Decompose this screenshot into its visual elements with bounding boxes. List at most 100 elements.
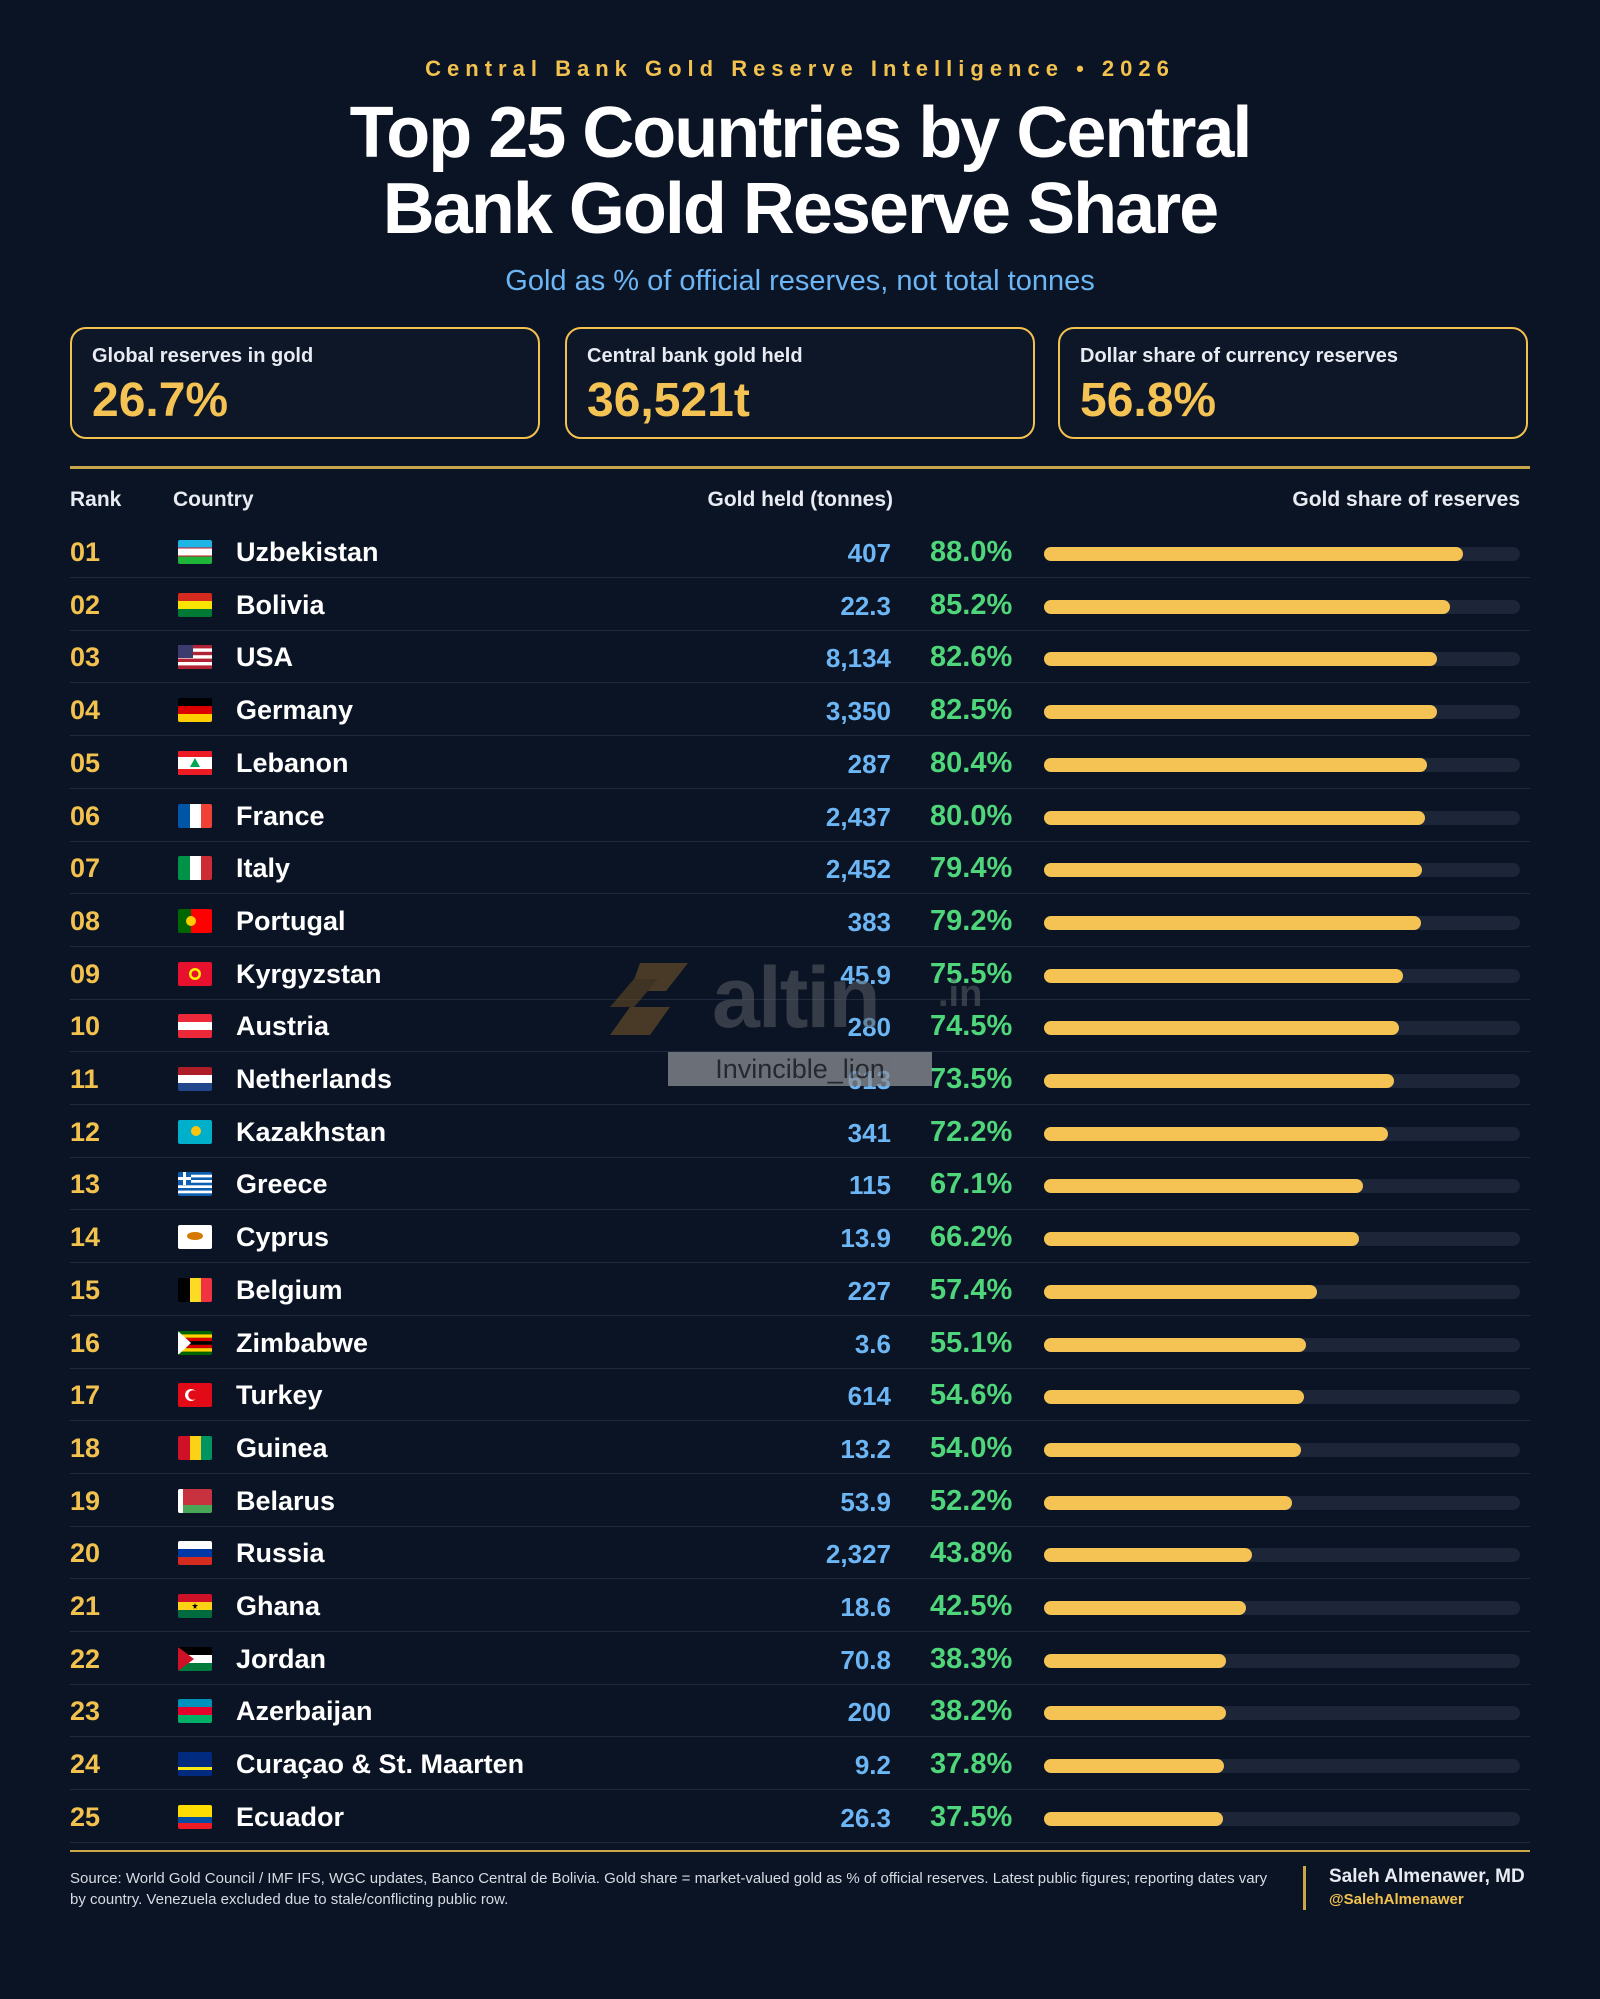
share-bar bbox=[1044, 1126, 1388, 1141]
column-header-rank: Rank bbox=[70, 488, 122, 511]
footer-vertical-divider bbox=[1303, 1866, 1306, 1910]
share-bar bbox=[1044, 1706, 1226, 1721]
watermark-caption-box: Invincible_lion bbox=[668, 1052, 932, 1086]
gold-share-label: 54.0% bbox=[930, 1431, 1013, 1464]
table-row: 10 Austria 280 74.5% bbox=[70, 1000, 1530, 1053]
share-bar bbox=[1044, 1074, 1394, 1088]
kpi-value: 26.7% bbox=[92, 374, 229, 427]
subtitle: Gold as % of official reserves, not tota… bbox=[505, 265, 1095, 297]
table-row: 15 Belgium 227 57.4% bbox=[70, 1264, 1530, 1316]
rank-label: 04 bbox=[70, 695, 101, 726]
rank-label: 22 bbox=[70, 1643, 101, 1674]
greece-flag-icon bbox=[178, 1172, 212, 1197]
rank-label: 12 bbox=[70, 1116, 101, 1147]
guinea-flag-icon bbox=[178, 1435, 212, 1460]
ghana-flag-icon bbox=[178, 1594, 212, 1618]
header-divider bbox=[70, 466, 1530, 469]
country-label: Portugal bbox=[236, 905, 346, 936]
share-bar bbox=[1044, 547, 1463, 561]
table-row: 12 Kazakhstan 341 72.2% bbox=[70, 1106, 1530, 1158]
kicker: Central Bank Gold Reserve Intelligence •… bbox=[425, 56, 1175, 81]
share-bar bbox=[1044, 1284, 1318, 1299]
usa-flag-icon bbox=[178, 645, 212, 670]
gold-tonnes-label: 407 bbox=[847, 538, 891, 568]
country-label: Bolivia bbox=[236, 589, 325, 620]
gold-tonnes-label: 3.6 bbox=[854, 1328, 891, 1359]
country-label: Russia bbox=[236, 1538, 325, 1569]
rank-label: 14 bbox=[70, 1222, 101, 1253]
rank-label: 09 bbox=[70, 958, 101, 989]
table-row: 05 Lebanon 287 80.4% bbox=[70, 737, 1530, 789]
table-row: 13 Greece 115 67.1% bbox=[70, 1158, 1530, 1211]
country-label: Italy bbox=[236, 853, 291, 884]
table-row: 23 Azerbaijan 200 38.2% bbox=[70, 1685, 1530, 1738]
gold-share-label: 67.1% bbox=[930, 1168, 1013, 1201]
gold-tonnes-label: 341 bbox=[847, 1117, 891, 1148]
rank-label: 19 bbox=[70, 1485, 101, 1516]
watermark-brand: altin bbox=[712, 950, 881, 1046]
table-row: 25 Ecuador 26.3 37.5% bbox=[70, 1791, 1530, 1843]
rank-label: 24 bbox=[70, 1749, 101, 1780]
table-row: 20 Russia 2,327 43.8% bbox=[70, 1527, 1530, 1580]
belgium-flag-icon bbox=[178, 1277, 212, 1302]
share-bar bbox=[1044, 1495, 1293, 1510]
azerbaijan-flag-icon bbox=[178, 1699, 212, 1724]
belarus-flag-icon bbox=[178, 1488, 212, 1513]
rank-label: 21 bbox=[70, 1591, 101, 1621]
column-header-country: Country bbox=[173, 488, 254, 511]
share-bar bbox=[1044, 1442, 1302, 1457]
country-label: Uzbekistan bbox=[236, 537, 379, 567]
kpi-label: Dollar share of currency reserves bbox=[1080, 345, 1398, 367]
author-handle: @SalehAlmenawer bbox=[1329, 1891, 1464, 1908]
rank-label: 16 bbox=[70, 1327, 101, 1358]
gold-tonnes-label: 614 bbox=[847, 1381, 891, 1412]
title-line-1: Top 25 Countries by Central bbox=[349, 93, 1253, 173]
kpi-label: Global reserves in gold bbox=[92, 345, 314, 367]
gold-share-label: 80.4% bbox=[930, 746, 1013, 779]
cyprus-flag-icon bbox=[178, 1225, 212, 1250]
table-row: 04 Germany 3,350 82.5% bbox=[70, 684, 1530, 737]
share-bar bbox=[1044, 1759, 1224, 1774]
russia-flag-icon bbox=[178, 1541, 212, 1566]
share-bar bbox=[1044, 1337, 1307, 1352]
gold-share-label: 73.5% bbox=[930, 1063, 1013, 1095]
rank-label: 17 bbox=[70, 1380, 101, 1411]
country-label: Azerbaijan bbox=[236, 1696, 373, 1727]
gold-tonnes-label: 70.8 bbox=[840, 1644, 891, 1675]
gold-share-label: 57.4% bbox=[930, 1273, 1013, 1306]
gold-tonnes-label: 280 bbox=[847, 1012, 891, 1043]
table-row: 06 France 2,437 80.0% bbox=[70, 790, 1530, 842]
gold-tonnes-label: 8,134 bbox=[825, 643, 891, 674]
ecuador-flag-icon bbox=[178, 1804, 212, 1829]
gold-share-label: 55.1% bbox=[930, 1326, 1013, 1359]
country-label: Kyrgyzstan bbox=[236, 958, 382, 989]
kazakhstan-flag-icon bbox=[178, 1119, 212, 1144]
zimbabwe-flag-icon bbox=[178, 1330, 212, 1355]
table-row: 22 Jordan 70.8 38.3% bbox=[70, 1633, 1530, 1685]
curacao-flag-icon bbox=[178, 1752, 212, 1777]
rank-label: 03 bbox=[70, 642, 101, 673]
gold-share-label: 52.2% bbox=[930, 1484, 1013, 1517]
share-bar bbox=[1044, 705, 1437, 720]
share-bar bbox=[1044, 757, 1427, 772]
rank-label: 06 bbox=[70, 800, 101, 831]
table-row: 03 USA 8,134 82.6% bbox=[70, 631, 1530, 684]
country-label: Cyprus bbox=[236, 1222, 330, 1253]
country-label: Austria bbox=[236, 1011, 330, 1042]
column-header-gold-held: Gold held (tonnes) bbox=[707, 488, 893, 511]
gold-tonnes-label: 13.2 bbox=[840, 1433, 891, 1464]
watermark-logo-icon bbox=[610, 963, 688, 1035]
share-bar bbox=[1044, 1179, 1364, 1194]
kpi-card-dollar-share: Dollar share of currency reserves 56.8% bbox=[1058, 327, 1528, 439]
rank-label: 07 bbox=[70, 853, 101, 884]
gold-share-label: 38.2% bbox=[930, 1695, 1013, 1728]
table-row: 16 Zimbabwe 3.6 55.1% bbox=[70, 1317, 1530, 1369]
gold-share-label: 80.0% bbox=[930, 799, 1013, 832]
gold-tonnes-label: 45.9 bbox=[840, 959, 891, 990]
country-label: Belgium bbox=[236, 1274, 343, 1305]
gold-tonnes-label: 2,437 bbox=[825, 801, 891, 832]
gold-share-label: 42.5% bbox=[930, 1590, 1013, 1622]
gold-share-label: 37.5% bbox=[930, 1800, 1013, 1833]
table-row: 08 Portugal 383 79.2% bbox=[70, 895, 1530, 947]
gold-share-label: 88.0% bbox=[930, 536, 1013, 568]
